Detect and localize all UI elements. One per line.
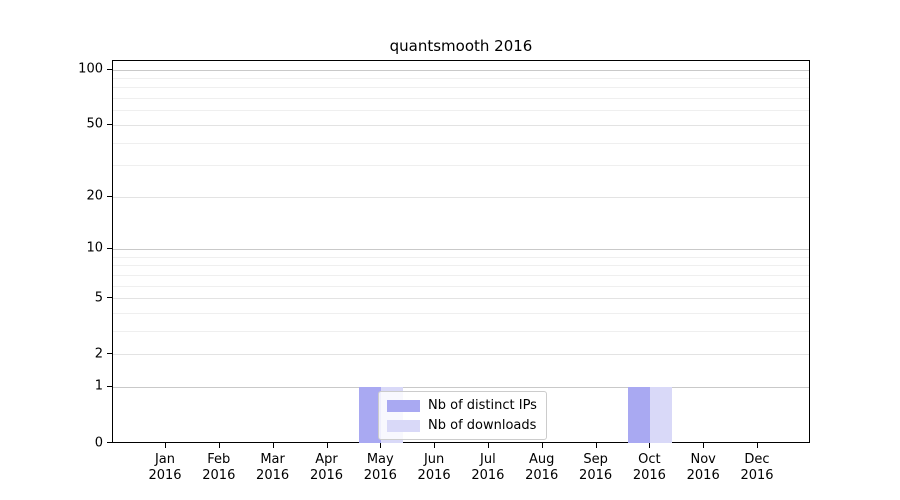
gridline-y-100 <box>113 69 809 71</box>
x-tick-mark-dec <box>757 443 758 448</box>
gridline-y-8 <box>113 265 809 267</box>
gridline-y-9 <box>113 256 809 258</box>
x-tick-label-mar: Mar 2016 <box>256 452 290 483</box>
chart-legend: Nb of distinct IPs Nb of downloads <box>378 391 547 440</box>
bar-oct-downloads <box>650 386 673 443</box>
gridline-y-5 <box>113 298 809 299</box>
y-tick-label-50: 50 <box>86 116 103 132</box>
x-tick-mark-jun <box>434 443 436 448</box>
x-tick-mark-sep <box>595 443 597 448</box>
gridline-y-1 <box>113 386 809 388</box>
gridline-y-20 <box>113 196 809 198</box>
gridline-y-80 <box>113 87 809 89</box>
y-tick-mark-10 <box>107 247 112 249</box>
legend-swatch-distinct-ips-icon <box>387 399 420 412</box>
y-tick-mark-0 <box>107 442 112 443</box>
gridline-y-6 <box>113 285 809 287</box>
y-tick-mark-1 <box>107 385 112 387</box>
y-tick-label-0: 0 <box>94 435 103 450</box>
x-tick-mark-jan <box>165 443 166 448</box>
y-tick-mark-2 <box>107 353 112 355</box>
legend-label-downloads: Nb of downloads <box>428 418 537 433</box>
x-tick-label-feb: Feb 2016 <box>202 452 236 483</box>
gridline-y-60 <box>113 110 809 112</box>
x-tick-label-aug: Aug 2016 <box>525 452 559 483</box>
x-tick-label-jun: Jun 2016 <box>417 452 451 483</box>
x-tick-mark-aug <box>541 443 543 448</box>
x-tick-label-jul: Jul 2016 <box>471 452 505 483</box>
y-tick-label-5: 5 <box>94 290 103 305</box>
x-tick-mark-may <box>380 443 382 448</box>
gridline-y-7 <box>113 274 809 276</box>
x-tick-mark-oct <box>649 443 651 448</box>
plot-area <box>112 60 810 443</box>
legend-item-distinct-ips: Nb of distinct IPs <box>387 398 537 413</box>
gridline-y-90 <box>113 77 809 79</box>
gridline-y-30 <box>113 165 809 167</box>
gridline-y-50 <box>113 124 809 126</box>
x-tick-label-sep: Sep 2016 <box>579 452 613 483</box>
y-tick-label-20: 20 <box>86 188 103 204</box>
x-tick-label-apr: Apr 2016 <box>309 452 344 483</box>
gridline-y-10 <box>113 248 809 250</box>
gridline-y-3 <box>113 330 809 332</box>
legend-swatch-downloads-icon <box>387 419 420 432</box>
gridline-y-70 <box>113 98 809 99</box>
y-tick-mark-100 <box>107 68 112 70</box>
legend-item-downloads: Nb of downloads <box>387 418 537 433</box>
gridline-y-2 <box>113 354 809 356</box>
x-tick-label-oct: Oct 2016 <box>632 452 666 483</box>
y-tick-label-1: 1 <box>94 378 103 394</box>
chart-title: quantsmooth 2016 <box>389 37 533 55</box>
gridline-y-4 <box>113 312 809 314</box>
y-tick-mark-5 <box>107 297 112 298</box>
y-tick-label-2: 2 <box>94 346 103 362</box>
x-tick-label-dec: Dec 2016 <box>740 452 774 483</box>
legend-label-distinct-ips: Nb of distinct IPs <box>428 398 537 413</box>
x-tick-mark-apr <box>326 443 328 448</box>
x-tick-mark-mar <box>272 443 274 448</box>
y-tick-mark-20 <box>107 195 112 197</box>
x-tick-mark-nov <box>703 443 705 448</box>
y-tick-mark-50 <box>107 123 112 125</box>
x-tick-label-may: May 2016 <box>363 452 397 483</box>
bar-may-distinct-ips <box>359 386 382 443</box>
x-tick-mark-jul <box>487 443 489 448</box>
x-tick-label-jan: Jan 2016 <box>148 452 182 483</box>
y-tick-label-10: 10 <box>86 240 103 256</box>
x-tick-mark-feb <box>218 443 220 448</box>
y-tick-label-100: 100 <box>78 61 103 77</box>
bar-oct-distinct-ips <box>628 386 651 443</box>
x-tick-label-nov: Nov 2016 <box>686 452 720 483</box>
gridline-y-40 <box>113 142 809 144</box>
